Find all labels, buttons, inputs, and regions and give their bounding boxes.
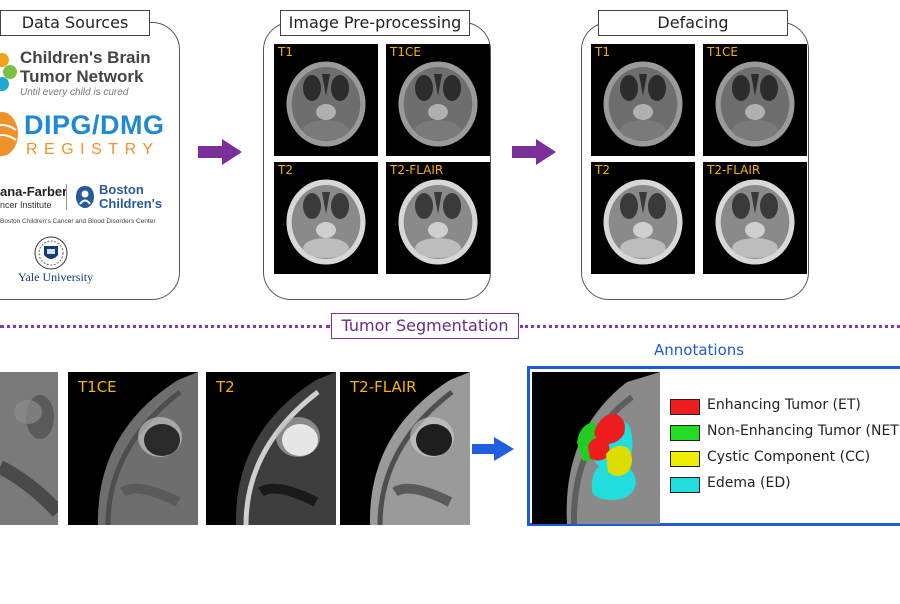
preprocessing-slot-t2: T2 [274, 162, 378, 274]
divider-left [0, 325, 330, 328]
defacing-title: Defacing [598, 10, 788, 36]
segmentation-label: T2-FLAIR [350, 378, 417, 396]
yale-shield-icon [34, 236, 68, 270]
arrow-to-preprocessing-icon [198, 139, 242, 165]
cbtn-tagline: Until every child is cured [20, 87, 129, 98]
divider-right [520, 325, 900, 328]
legend-swatch [670, 477, 700, 493]
preprocessing-label: T2 [278, 163, 293, 177]
legend-label: Edema (ED) [707, 475, 791, 491]
segmentation-title: Tumor Segmentation [331, 313, 519, 339]
mri-slice-icon [340, 372, 470, 525]
mri-slice-icon [274, 44, 378, 156]
mri-slice-icon [591, 44, 695, 156]
preprocessing-label: T1 [278, 45, 293, 59]
dana-line2: ncer Institute [0, 200, 52, 210]
data-sources-panel [0, 22, 180, 300]
logo-divider [66, 184, 67, 210]
preprocessing-slot-t2-flair: T2-FLAIR [386, 162, 490, 274]
cbtn-line2: Tumor Network [20, 67, 144, 86]
annotations-title: Annotations [654, 341, 745, 359]
mri-slice-icon [0, 372, 58, 525]
mri-slice-icon [591, 162, 695, 274]
defacing-label: T1CE [707, 45, 738, 59]
defacing-slot-t1: T1 [591, 44, 695, 156]
boston-line2: Children's [99, 196, 163, 211]
mri-slice-icon [386, 162, 490, 274]
dipg-sub: REGISTRY [26, 141, 160, 158]
dipg-main: DIPG/DMG [24, 110, 165, 140]
data-sources-title: Data Sources [0, 10, 150, 36]
dana-boston-caption: Boston Children's Cancer and Blood Disor… [0, 218, 156, 225]
mri-slice-icon [274, 162, 378, 274]
legend-swatch [670, 425, 700, 441]
defacing-label: T2 [595, 163, 610, 177]
annotated-slice [532, 372, 660, 524]
preprocessing-label: T1CE [390, 45, 421, 59]
legend-label: Cystic Component (CC) [707, 449, 871, 465]
preprocessing-title: Image Pre-processing [280, 10, 470, 36]
segmentation-tile-t2: T2 [206, 372, 336, 525]
preprocessing-slot-t1: T1 [274, 44, 378, 156]
defacing-slot-t1ce: T1CE [703, 44, 807, 156]
defacing-label: T2-FLAIR [707, 163, 761, 177]
defacing-slot-t2-flair: T2-FLAIR [703, 162, 807, 274]
segmentation-tile-t1 [0, 372, 58, 525]
arrow-to-defacing-icon [512, 139, 556, 165]
mri-slice-icon [703, 44, 807, 156]
preprocessing-slot-t1ce: T1CE [386, 44, 490, 156]
legend-label: Enhancing Tumor (ET) [707, 397, 861, 413]
mri-slice-icon [68, 372, 198, 525]
segmentation-label: T2 [216, 378, 235, 396]
cbtn-line1: Children's Brain [20, 48, 151, 67]
mri-slice-icon [703, 162, 807, 274]
boston-childrens-logo-icon [76, 186, 94, 208]
arrow-to-annotations-icon [472, 437, 514, 461]
dipg-logo-icon [0, 112, 18, 156]
mri-slice-icon [206, 372, 336, 525]
mri-slice-icon [386, 44, 490, 156]
defacing-label: T1 [595, 45, 610, 59]
boston-line1: Boston [99, 182, 144, 197]
preprocessing-label: T2-FLAIR [390, 163, 444, 177]
annotated-mri-icon [532, 372, 660, 524]
legend-swatch [670, 451, 700, 467]
yale-text: Yale University [18, 270, 94, 284]
cbtn-logo-icon [0, 53, 17, 91]
legend-swatch [670, 399, 700, 415]
defacing-slot-t2: T2 [591, 162, 695, 274]
segmentation-tile-t2-flair: T2-FLAIR [340, 372, 470, 525]
dana-line1: ana-Farber [0, 184, 68, 199]
segmentation-tile-t1ce: T1CE [68, 372, 198, 525]
segmentation-label: T1CE [78, 378, 117, 396]
legend-label: Non-Enhancing Tumor (NET [707, 423, 899, 439]
